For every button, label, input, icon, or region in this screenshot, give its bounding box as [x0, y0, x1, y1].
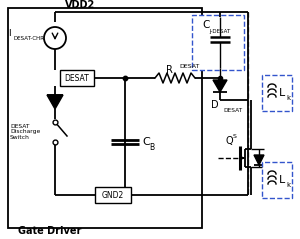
- Text: DESAT
Discharge
Switch: DESAT Discharge Switch: [10, 124, 40, 140]
- Polygon shape: [254, 155, 264, 165]
- Polygon shape: [213, 80, 227, 92]
- Text: k: k: [286, 95, 290, 101]
- Text: L: L: [279, 88, 285, 98]
- Text: D: D: [212, 100, 219, 110]
- Bar: [95, 187, 131, 203]
- Text: DESAT: DESAT: [179, 64, 200, 69]
- Text: DESAT: DESAT: [64, 74, 89, 82]
- Text: Q: Q: [226, 136, 234, 146]
- Text: B: B: [149, 142, 154, 152]
- Text: C: C: [142, 137, 150, 147]
- Text: R: R: [166, 65, 173, 75]
- Circle shape: [44, 27, 66, 49]
- Text: C: C: [202, 20, 209, 30]
- Polygon shape: [47, 95, 63, 109]
- Bar: [192, 15, 244, 70]
- Text: DESAT-CHR: DESAT-CHR: [13, 36, 44, 40]
- Text: L: L: [279, 175, 285, 185]
- Text: k: k: [286, 182, 290, 188]
- Bar: [8, 8, 202, 228]
- Text: DESAT: DESAT: [223, 108, 242, 113]
- Bar: [262, 162, 292, 198]
- Text: I: I: [8, 28, 10, 38]
- Text: J-DESAT: J-DESAT: [209, 28, 230, 33]
- Text: VDD2: VDD2: [65, 0, 95, 10]
- Text: Gate Driver: Gate Driver: [18, 226, 81, 236]
- Text: GND2: GND2: [102, 190, 124, 200]
- Bar: [60, 70, 94, 86]
- Bar: [262, 75, 292, 111]
- Text: S: S: [233, 134, 237, 138]
